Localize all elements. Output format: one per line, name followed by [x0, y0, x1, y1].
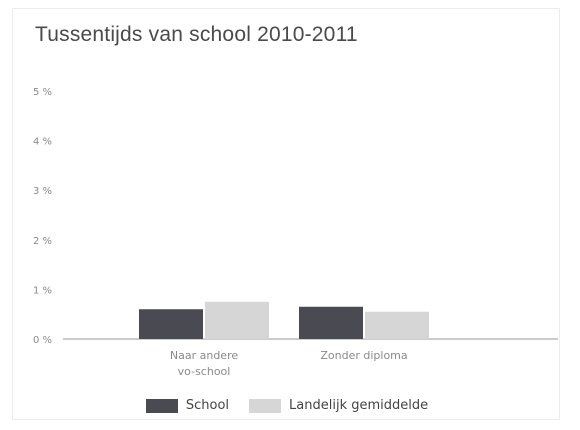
bar-landelijk-1: [365, 311, 429, 339]
legend-label-landelijk: Landelijk gemiddelde: [289, 398, 429, 413]
y-tick-label: 4 %: [33, 137, 52, 148]
legend-swatch-school: [145, 398, 178, 413]
y-tick-label: 1 %: [33, 285, 52, 296]
x-category-label-line: vo-school: [178, 365, 231, 378]
y-tick-label: 2 %: [33, 236, 52, 247]
y-tick-label: 0 %: [33, 335, 52, 346]
legend-item-landelijk: Landelijk gemiddelde: [249, 398, 428, 413]
legend-swatch-landelijk: [249, 398, 282, 413]
x-category-label-line: Zonder diploma: [320, 349, 407, 362]
chart-card: Tussentijds van school 2010-2011 0 % 1 % 2…: [12, 8, 560, 420]
legend-label-school: School: [185, 398, 230, 413]
bar-landelijk-0: [205, 301, 269, 339]
chart-title: Tussentijds van school 2010-2011: [35, 23, 358, 46]
y-tick-label: 3 %: [33, 186, 52, 197]
y-tick-label: 5 %: [33, 87, 52, 98]
x-category-label: Naar andere vo-school: [170, 349, 238, 378]
legend-item-school: School: [145, 398, 230, 413]
chart-legend: School Landelijk gemiddelde: [13, 398, 561, 413]
x-category-label-line: Naar andere: [170, 349, 238, 362]
bar-school-0: [139, 309, 203, 339]
x-category-label: Zonder diploma: [320, 349, 407, 362]
bar-school-1: [299, 306, 363, 339]
bar-chart: 0 % 1 % 2 % 3 % 4 % 5 % Naar andere vo-school Zo…: [33, 87, 558, 378]
